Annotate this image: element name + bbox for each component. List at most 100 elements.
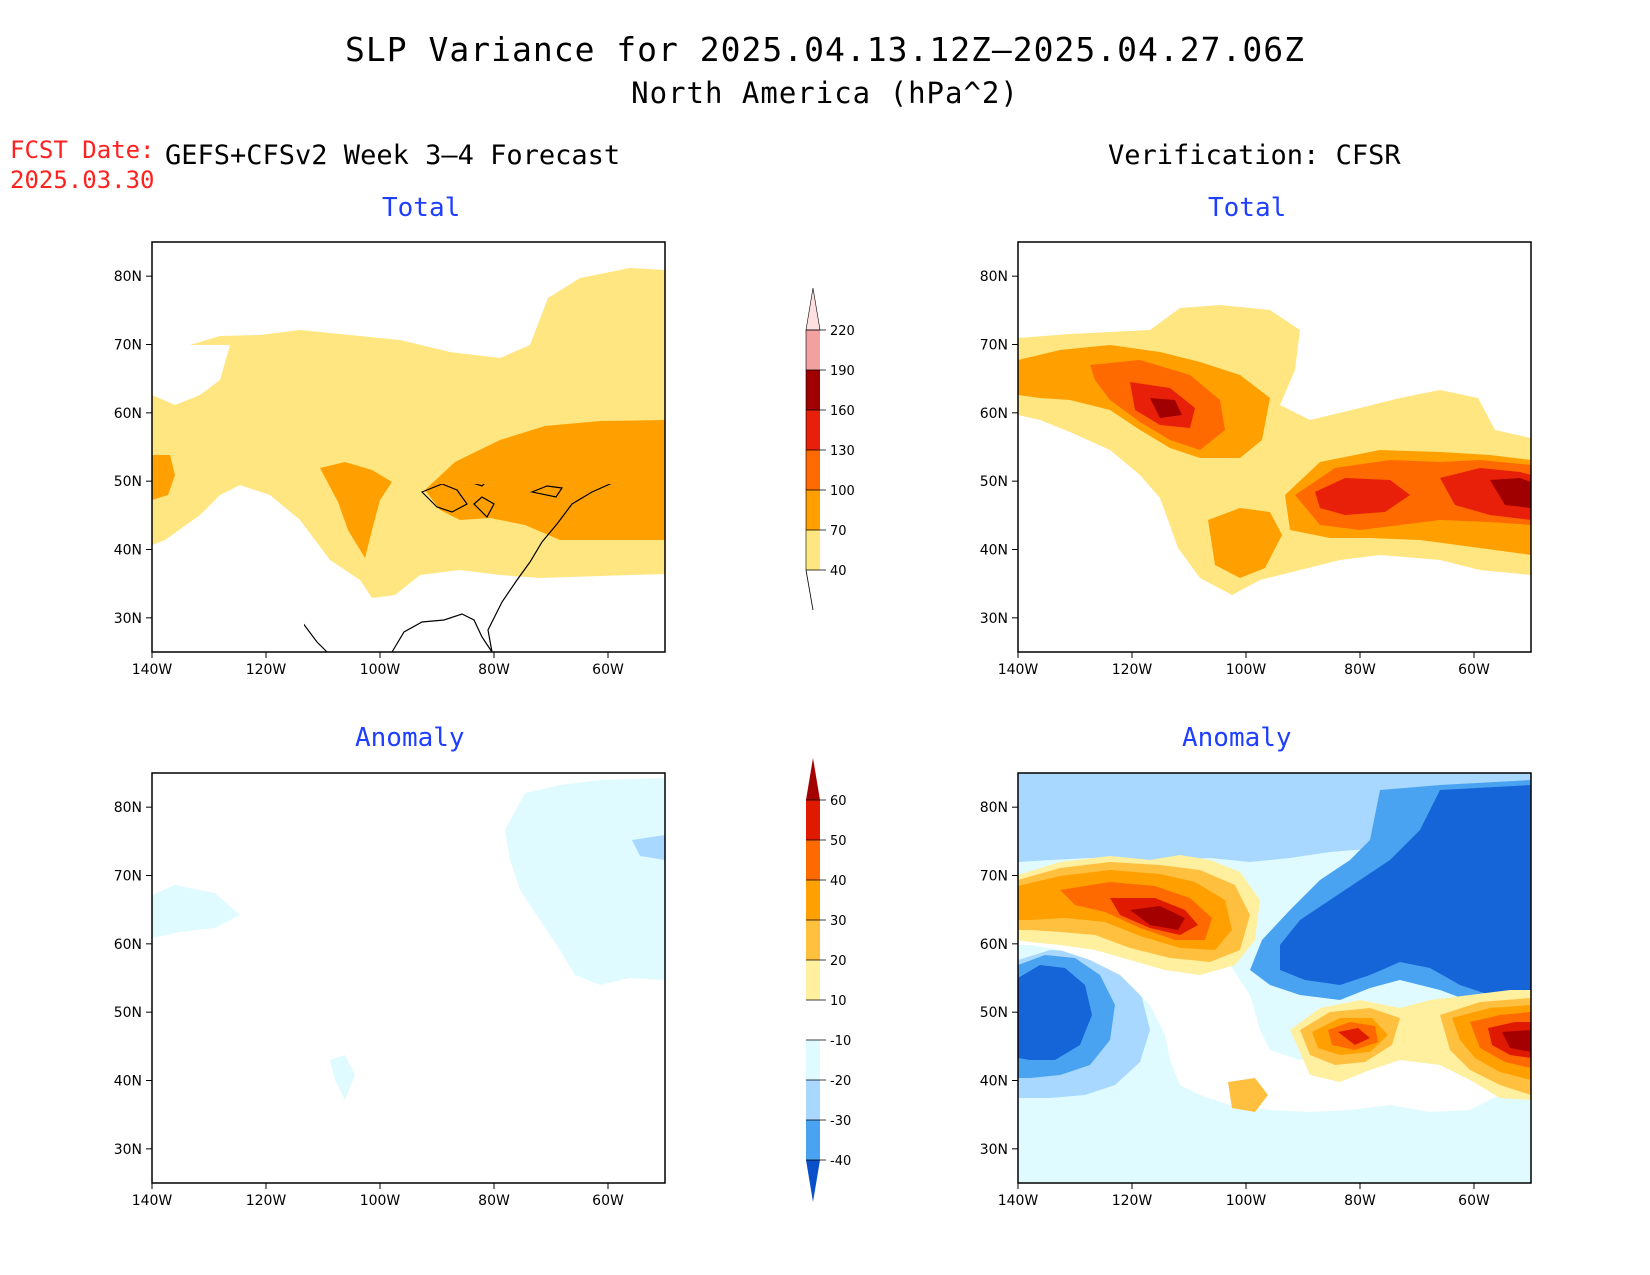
forecast-total-shade-70c — [152, 455, 175, 500]
anomaly-colorbar-label: 60 — [830, 794, 847, 809]
total-colorbar-label: 130 — [830, 444, 855, 459]
lat-tick-label: 50N — [114, 1005, 142, 1021]
forecast-total-title: Total — [382, 193, 461, 223]
lat-tick-label: 60N — [114, 937, 142, 953]
lon-tick-label: 100W — [360, 1193, 401, 1209]
lat-tick-label: 80N — [980, 269, 1008, 285]
lon-tick-label: 120W — [246, 1193, 287, 1209]
total-colorbar-box — [806, 410, 820, 450]
lat-tick-label: 40N — [980, 543, 1008, 559]
forecast-total-shade-70b — [320, 462, 392, 558]
verification-column-title: Verification: CFSR — [1108, 140, 1401, 171]
forecast-total-shade-70 — [425, 420, 665, 540]
forecast-anomaly-title: Anomaly — [355, 723, 465, 753]
lon-tick-label: 60W — [592, 1193, 624, 1209]
anomaly-colorbar-box — [806, 960, 820, 1000]
lon-tick-label: 60W — [1458, 1193, 1490, 1209]
lat-tick-label: 60N — [980, 937, 1008, 953]
forecast-anomaly-shade-neg10c — [330, 1055, 355, 1100]
total-colorbar-label: 160 — [830, 404, 855, 419]
forecast-anomaly-map — [151, 772, 666, 1184]
forecast-date-value: 2025.03.30 — [10, 166, 155, 194]
anomaly-colorbar-label: 30 — [830, 914, 847, 929]
lon-tick-label: 100W — [1226, 1193, 1267, 1209]
verification-anomaly-map — [1017, 772, 1532, 1184]
forecast-column-title: GEFS+CFSv2 Week 3–4 Forecast — [165, 140, 621, 171]
total-colorbar-bottom-triangle — [805, 569, 814, 611]
total-colorbar-box — [806, 490, 820, 530]
lat-tick-label: 50N — [114, 474, 142, 490]
main-title: SLP Variance for 2025.04.13.12Z–2025.04.… — [345, 30, 1305, 69]
lat-tick-label: 70N — [114, 338, 142, 354]
verification-total-title: Total — [1208, 193, 1287, 223]
total-colorbar-top-triangle — [805, 287, 821, 331]
lat-tick-label: 40N — [114, 1074, 142, 1090]
verification-total-shade-160 — [1150, 398, 1182, 418]
lat-tick-label: 30N — [980, 1142, 1008, 1158]
total-colorbar-box — [806, 450, 820, 490]
lat-tick-label: 40N — [114, 543, 142, 559]
total-colorbar-label: 190 — [830, 364, 855, 379]
anomaly-colorbar: 60 50 40 30 20 10 -10 -20 -30 -40 — [806, 758, 851, 1202]
forecast-total-white-hole — [152, 345, 230, 405]
verification-anomaly-shade-pos-ec-50 — [1338, 1028, 1370, 1045]
main-subtitle: North America (hPa^2) — [631, 76, 1019, 110]
total-colorbar-label: 40 — [830, 564, 847, 579]
lon-tick-label: 120W — [246, 662, 287, 678]
total-colorbar: 40 70 100 130 160 190 220 — [805, 287, 855, 611]
anomaly-colorbar-top-triangle — [806, 758, 820, 800]
verification-anomaly-shade-pos-sw — [1228, 1078, 1268, 1112]
lat-tick-label: 30N — [114, 1142, 142, 1158]
lon-tick-label: 140W — [998, 662, 1039, 678]
lat-tick-label: 30N — [114, 611, 142, 627]
lon-tick-label: 140W — [998, 1193, 1039, 1209]
anomaly-colorbar-box — [806, 1120, 820, 1160]
lat-tick-label: 60N — [980, 406, 1008, 422]
lat-tick-label: 50N — [980, 1005, 1008, 1021]
lat-tick-label: 80N — [114, 269, 142, 285]
lon-tick-label: 80W — [478, 1193, 510, 1209]
total-colorbar-box — [806, 530, 820, 570]
total-colorbar-label: 220 — [830, 324, 855, 339]
verification-total-shade-160b — [1490, 478, 1531, 508]
lat-tick-label: 30N — [980, 611, 1008, 627]
lat-tick-label: 70N — [114, 869, 142, 885]
anomaly-colorbar-label: 50 — [830, 834, 847, 849]
forecast-anomaly-shade-neg20 — [632, 835, 665, 860]
total-colorbar-label: 70 — [830, 524, 847, 539]
lat-tick-label: 40N — [980, 1074, 1008, 1090]
verification-anomaly-shade-pos-ne-60 — [1502, 1030, 1531, 1052]
forecast-anomaly-shade-neg10 — [505, 778, 665, 985]
lat-tick-label: 70N — [980, 869, 1008, 885]
anomaly-colorbar-label: 10 — [830, 994, 847, 1009]
total-colorbar-box — [806, 370, 820, 410]
lat-tick-label: 50N — [980, 474, 1008, 490]
anomaly-colorbar-box — [806, 800, 820, 840]
lon-tick-label: 60W — [592, 662, 624, 678]
lon-tick-label: 100W — [1226, 662, 1267, 678]
anomaly-colorbar-box — [806, 1040, 820, 1080]
lon-tick-label: 120W — [1112, 662, 1153, 678]
forecast-total-map — [151, 241, 666, 653]
lon-tick-label: 80W — [478, 662, 510, 678]
anomaly-colorbar-label: -30 — [830, 1114, 851, 1129]
lon-tick-label: 120W — [1112, 1193, 1153, 1209]
verification-anomaly-shade-pos60 — [1130, 906, 1185, 930]
verification-anomaly-title: Anomaly — [1182, 723, 1292, 753]
lon-tick-label: 60W — [1458, 662, 1490, 678]
lon-tick-label: 80W — [1344, 1193, 1376, 1209]
forecast-anomaly-shade-neg10b — [152, 885, 240, 938]
verification-anomaly-shade-neg40-top — [1280, 785, 1531, 1000]
forecast-date-label: FCST Date: — [10, 136, 155, 164]
lon-tick-label: 80W — [1344, 662, 1376, 678]
anomaly-colorbar-box — [806, 920, 820, 960]
anomaly-colorbar-label: -40 — [830, 1154, 851, 1169]
axis-ticks: 140W 120W 100W 80W 60W 80N 70N 60N 50N 40N 30N 140W… — [114, 269, 1490, 1209]
lon-tick-label: 140W — [132, 662, 173, 678]
lat-tick-label: 80N — [980, 800, 1008, 816]
lat-tick-label: 70N — [980, 338, 1008, 354]
verification-total-shade-130b — [1315, 478, 1410, 515]
verification-anomaly-shade-neg40-west — [1018, 965, 1092, 1060]
anomaly-colorbar-box — [806, 840, 820, 880]
anomaly-colorbar-label: 20 — [830, 954, 847, 969]
